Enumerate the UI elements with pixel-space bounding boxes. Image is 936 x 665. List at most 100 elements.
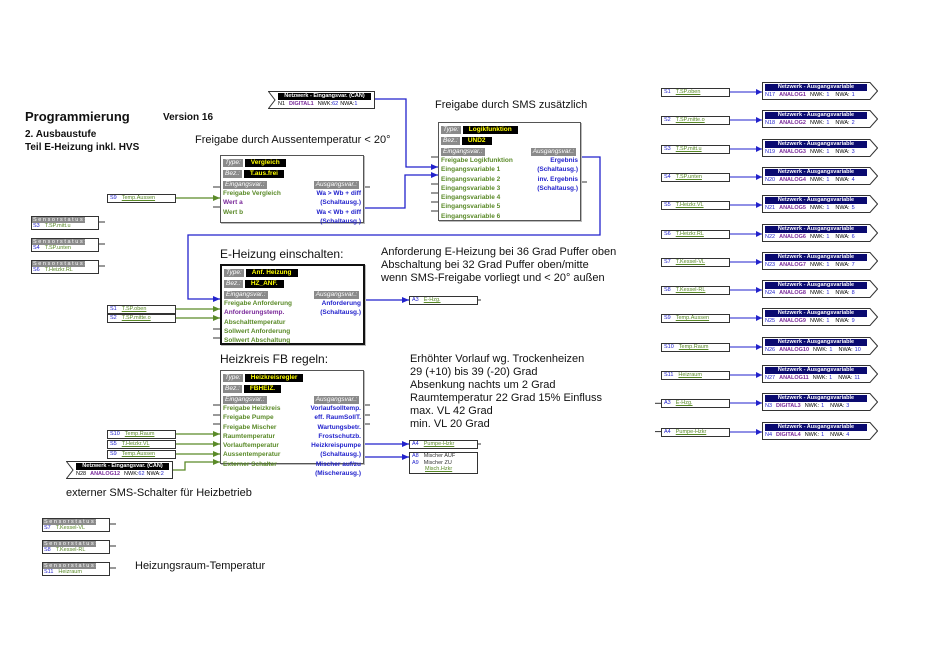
source-id: A3 [664, 400, 671, 406]
block-input-port[interactable]: Wert b [223, 208, 244, 216]
source-a3[interactable]: A3 E-Hzg. [409, 296, 478, 305]
block-logikfunktion[interactable]: Type: Logikfunktion Bez.: UND2 Eingangsvar.:… [438, 122, 581, 221]
block-input-port[interactable]: Freigabe Pumpe [223, 414, 274, 422]
source-a4[interactable]: A4 Pumpe-Hzkr [409, 440, 478, 449]
source-id: S1 [110, 306, 117, 312]
block-input-port[interactable]: Freigabe Logikfunktion [441, 157, 513, 164]
network-output-row: N3 DIGITAL3 NWK: 1 NWA: 3 [765, 403, 849, 410]
sensor-name: Heizraum [58, 569, 82, 575]
block-output-port[interactable]: Mischer auf/zu [315, 460, 361, 468]
block-output-port[interactable]: Heizkreispumpe [311, 442, 361, 450]
block-input-port[interactable]: Eingangsvariable 6 [441, 212, 501, 220]
block-output-port[interactable]: inv. Ergebnis [537, 175, 578, 183]
output-source-s9[interactable]: S9 Temp.Aussen [661, 314, 730, 323]
network-output-n19[interactable]: Netzwerk - Ausgangsvariable N19 ANALOG3 NWK… [762, 139, 878, 157]
block-output-port[interactable]: (Schaltausg.) [320, 199, 361, 207]
block-input-port[interactable]: Eingangsvariable 3 [441, 184, 501, 192]
source-s2[interactable]: S2 T.SP.mitte.o [107, 314, 176, 323]
source-s10[interactable]: S10 Temp.Raum [107, 430, 176, 439]
block-input-port[interactable]: Sollwert Anforderung [224, 327, 291, 335]
sensor-status-s3[interactable]: Sensorstatus: S3 T.SP.mitt.u [31, 216, 99, 230]
sensor-status-s6[interactable]: Sensorstatus: S6 T.Heizkr.RL [31, 260, 99, 274]
network-output-n25[interactable]: Netzwerk - Ausgangsvariable N25 ANALOG9 NWK… [762, 308, 878, 326]
block-output-port[interactable]: (Schaltausg.) [320, 309, 361, 317]
block-input-port[interactable]: Anforderungstemp. [224, 309, 285, 317]
network-output-n3[interactable]: Netzwerk - Ausgangsvariable N3 DIGITAL3 NWK… [762, 393, 878, 411]
block-input-port[interactable]: Freigabe Mischer [223, 423, 277, 431]
sensor-status-s11[interactable]: Sensorstatus: S11 Heizraum [42, 562, 110, 576]
network-output-n24[interactable]: Netzwerk - Ausgangsvariable N24 ANALOG8 NWK… [762, 280, 878, 298]
block-input-port[interactable]: Raumtemperatur [223, 432, 276, 440]
network-output-n18[interactable]: Netzwerk - Ausgangsvariable N18 ANALOG2 NWK… [762, 110, 878, 128]
block-outputs: Ergebnis (Schaltausg.) inv. Ergebnis (Schal… [537, 156, 578, 221]
network-input-title: Netzwerk - Eingangsvar. (CAN) [76, 463, 169, 470]
block-input-port[interactable]: Vorlauftemperatur [223, 442, 279, 450]
network-input-n1[interactable]: Netzwerk - Eingangsvar. (CAN) N1 DIGITAL1 N… [268, 91, 375, 109]
block-output-port[interactable]: (Schaltausg.) [320, 451, 361, 459]
inputs-header: Eingangsvar.: [223, 395, 267, 404]
block-output-port[interactable]: (Schaltausg.) [537, 184, 578, 192]
source-s1[interactable]: S1 T.SP.oben [107, 305, 176, 314]
output-source-s3[interactable]: S3 T.SP.mitt.u [661, 145, 730, 154]
sensor-status-s4[interactable]: Sensorstatus: S4 T.SP.unten [31, 238, 99, 252]
mixer-output-box[interactable]: A8 Mischer AUF A9 Mischer ZU Misch.Hzkr [409, 452, 478, 474]
block-output-port[interactable]: (Schaltausg.) [320, 217, 361, 225]
source-s9[interactable]: S9 Temp.Aussen [107, 194, 176, 203]
network-output-n21[interactable]: Netzwerk - Ausgangsvariable N21 ANALOG5 NWK… [762, 195, 878, 213]
output-source-s1[interactable]: S1 T.SP.oben [661, 88, 730, 97]
block-output-port[interactable]: Wa > Wb + diff [316, 190, 361, 197]
block-input-port[interactable]: Externer Schalter [223, 460, 277, 468]
block-output-port[interactable]: Wartungsbetr. [317, 423, 361, 431]
network-output-n4[interactable]: Netzwerk - Ausgangsvariable N4 DIGITAL4 NWK… [762, 422, 878, 440]
block-output-port[interactable]: Ergebnis [550, 157, 578, 164]
block-output-port[interactable]: (Schaltausg.) [537, 166, 578, 174]
block-anf-heizung[interactable]: Type: Anf. Heizung Bez.: HZ_ANF. Eingangsvar… [220, 264, 365, 345]
output-source-s10[interactable]: S10 Temp.Raum [661, 343, 730, 352]
net-n: N19 [765, 149, 776, 155]
output-source-s4[interactable]: S4 T.SP.unten [661, 173, 730, 182]
output-source-a3[interactable]: A3 E-Hzg. [661, 399, 730, 408]
output-source-s2[interactable]: S2 T.SP.mitte.o [661, 116, 730, 125]
source-s9[interactable]: S9 Temp.Aussen [107, 450, 176, 459]
block-heizkreisregler[interactable]: Type: Heizkreisregler Bez.: FBHEIZ. Eingangs… [220, 370, 364, 477]
block-input-port[interactable]: Freigabe Vergleich [223, 190, 281, 197]
network-output-n22[interactable]: Netzwerk - Ausgangsvariable N22 ANALOG6 NWK… [762, 224, 878, 242]
block-output-port[interactable]: Wa < Wb + diff [316, 208, 361, 216]
block-input-port[interactable]: Sollwert Abschaltung [224, 337, 291, 345]
block-input-port[interactable]: Eingangsvariable 1 [441, 166, 501, 174]
output-source-s8[interactable]: S8 T.Kessel-RL [661, 286, 730, 295]
block-input-port[interactable]: Freigabe Anforderung [224, 300, 293, 307]
sensor-status-s8[interactable]: Sensorstatus: S8 T.Kessel-RL [42, 540, 110, 554]
block-input-port[interactable]: Freigabe Heizkreis [223, 405, 281, 412]
output-source-s7[interactable]: S7 T.Kessel-VL [661, 258, 730, 267]
block-output-port[interactable]: Vorlaufsolltemp. [310, 405, 361, 412]
output-source-s6[interactable]: S6 T.Heizkr.RL [661, 230, 730, 239]
sensor-status-s7[interactable]: Sensorstatus: S7 T.Kessel-VL [42, 518, 110, 532]
block-input-port[interactable]: Eingangsvariable 2 [441, 175, 501, 183]
output-source-s5[interactable]: S5 T.Heizkr.VL [661, 201, 730, 210]
block-input-port[interactable]: Abschalttemperatur [224, 318, 286, 326]
block-input-port[interactable]: Eingangsvariable 5 [441, 203, 501, 211]
network-output-n27[interactable]: Netzwerk - Ausgangsvariable N27 ANALOG11 NW… [762, 365, 878, 383]
network-output-n20[interactable]: Netzwerk - Ausgangsvariable N20 ANALOG4 NWK… [762, 167, 878, 185]
source-id: S2 [664, 117, 671, 123]
block-vergleich[interactable]: Type: Vergleich Bez.: T.aus.frei Eingangsvar… [220, 155, 364, 225]
block-output-port[interactable]: (Mischerausg.) [315, 470, 361, 478]
network-output-n23[interactable]: Netzwerk - Ausgangsvariable N23 ANALOG7 NWK… [762, 252, 878, 270]
block-output-port[interactable]: Anforderung [321, 300, 361, 307]
block-input-port[interactable]: Aussentemperatur [223, 451, 281, 459]
wire [173, 461, 220, 471]
block-input-port[interactable]: Eingangsvariable 4 [441, 194, 501, 202]
output-source-a4[interactable]: A4 Pumpe-Hzkr [661, 428, 730, 437]
network-output-n26[interactable]: Netzwerk - Ausgangsvariable N26 ANALOG10 NW… [762, 337, 878, 355]
net-nwa: 8 [851, 290, 855, 296]
network-output-n17[interactable]: Netzwerk - Ausgangsvariable N17 ANALOG1 NWK… [762, 82, 878, 100]
source-s5[interactable]: S5 T.Heizkr.VL [107, 440, 176, 449]
block-input-port[interactable]: Wert a [223, 199, 243, 207]
nwk-label: NWK: [809, 120, 825, 126]
block-output-port[interactable]: eff. RaumSollT. [314, 414, 361, 422]
nwa-label: NWA: [830, 432, 845, 438]
block-output-port[interactable]: Frostschutzb. [318, 432, 361, 440]
network-input-n28[interactable]: Netzwerk - Eingangsvar. (CAN) N28 ANALOG12… [66, 461, 173, 479]
output-source-s11[interactable]: S11 Heizraum [661, 371, 730, 380]
